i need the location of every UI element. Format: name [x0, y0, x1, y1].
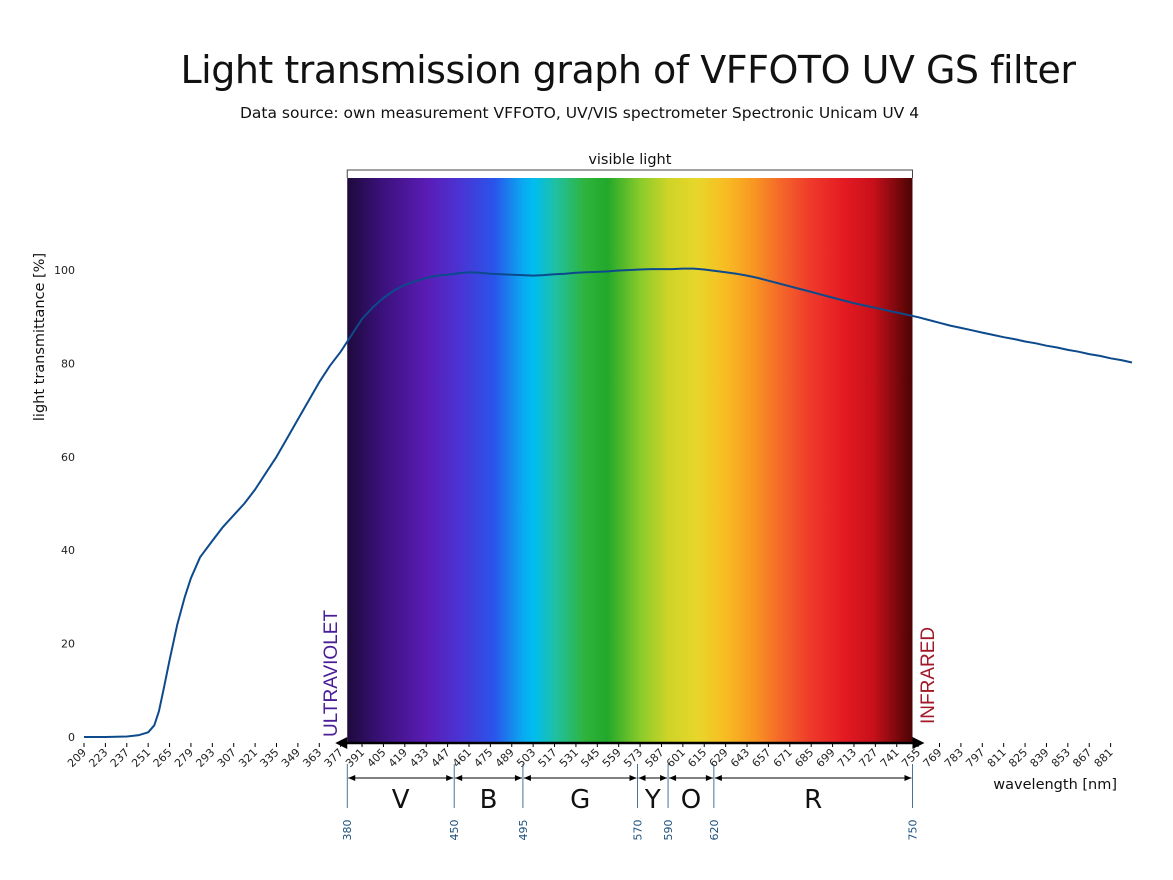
x-tick-label: 741: [878, 746, 902, 770]
band-boundary-label: 750: [906, 820, 919, 841]
x-tick-label: 419: [386, 746, 410, 770]
band-label-b: B: [480, 785, 498, 815]
x-tick-label: 629: [707, 746, 731, 770]
visible-light-bracket: [346, 169, 913, 178]
band-arrow-left: [523, 775, 531, 781]
band-label-g: G: [570, 785, 590, 815]
x-tick-label: 643: [728, 746, 752, 770]
ultraviolet-label: ULTRAVIOLET: [321, 610, 342, 737]
x-tick-label: 671: [771, 746, 795, 770]
band-boundary-label: 570: [631, 820, 644, 841]
band-boundary-label: 590: [662, 820, 675, 841]
x-tick-label: 559: [600, 746, 624, 770]
x-tick-label: 853: [1049, 746, 1073, 770]
x-tick-label: 531: [557, 746, 581, 770]
x-tick-label: 251: [129, 746, 153, 770]
band-arrow-right: [904, 775, 912, 781]
band-boundary-label: 450: [448, 820, 461, 841]
y-tick-label: 60: [61, 451, 75, 464]
x-tick-label: 447: [429, 746, 453, 770]
x-tick-label: 321: [236, 746, 260, 770]
band-label-v: V: [392, 785, 410, 815]
x-tick-label: 265: [151, 746, 175, 770]
x-tick-label: 573: [621, 746, 645, 770]
x-tick-label: 293: [193, 746, 217, 770]
x-tick-label: 657: [749, 746, 773, 770]
band-arrow-left: [348, 775, 356, 781]
y-tick-label: 20: [61, 638, 75, 651]
y-tick-label: 40: [61, 544, 75, 557]
x-tick-label: 391: [343, 746, 367, 770]
band-label-o: O: [681, 785, 701, 815]
x-tick-label: 587: [643, 746, 667, 770]
x-tick-label: 727: [856, 746, 880, 770]
chart-subtitle: Data source: own measurement VFFOTO, UV/…: [240, 104, 920, 122]
band-arrow-right: [514, 775, 522, 781]
x-tick-label: 839: [1028, 746, 1052, 770]
x-tick-label: 545: [578, 746, 602, 770]
x-tick-label: 881: [1092, 746, 1116, 770]
band-boundary-label: 495: [517, 820, 530, 841]
x-tick-label: 307: [215, 746, 239, 770]
band-label-r: R: [804, 785, 822, 815]
x-tick-label: 783: [942, 746, 966, 770]
x-tick-label: 489: [493, 746, 517, 770]
y-tick-label: 100: [54, 264, 75, 277]
band-boundary-label: 620: [708, 820, 721, 841]
x-tick-label: 433: [407, 746, 431, 770]
x-tick-label: 335: [258, 746, 282, 770]
x-tick-label: 349: [279, 746, 303, 770]
x-tick-label: 279: [172, 746, 196, 770]
x-tick-label: 461: [450, 746, 474, 770]
x-tick-label: 405: [365, 746, 389, 770]
x-tick-label: 601: [664, 746, 688, 770]
band-arrow-left: [669, 775, 677, 781]
band-arrow-right: [660, 775, 668, 781]
chart-title: Light transmission graph of VFFOTO UV GS…: [180, 48, 1076, 92]
band-arrow-right: [629, 775, 637, 781]
visible-spectrum-band: [347, 178, 913, 742]
x-axis-arrow-left: [335, 737, 348, 749]
x-tick-label: 699: [814, 746, 838, 770]
band-arrow-right: [705, 775, 713, 781]
band-arrow-left: [455, 775, 463, 781]
visible-light-label: visible light: [588, 152, 671, 168]
band-arrow-left: [638, 775, 646, 781]
y-tick-label: 80: [61, 357, 75, 370]
x-tick-label: 363: [300, 746, 324, 770]
x-tick-label: 797: [963, 746, 987, 770]
y-tick-label: 0: [68, 731, 75, 744]
infrared-label: INFRARED: [918, 627, 939, 724]
x-tick-label: 475: [471, 746, 495, 770]
x-tick-label: 517: [536, 746, 560, 770]
x-tick-label: 769: [921, 746, 945, 770]
x-tick-label: 237: [108, 746, 132, 770]
x-tick-label: 615: [685, 746, 709, 770]
transmission-series-line: [84, 267, 1133, 738]
x-tick-label: 377: [322, 746, 346, 770]
x-tick-label: 223: [86, 746, 110, 770]
y-axis-title: light transmittance [%]: [32, 253, 48, 421]
x-tick-label: 209: [65, 746, 89, 770]
x-tick-label: 811: [985, 746, 1009, 770]
x-tick-label: 503: [514, 746, 538, 770]
band-arrow-left: [714, 775, 722, 781]
x-tick-label: 825: [1006, 746, 1030, 770]
x-tick-label: 755: [899, 746, 923, 770]
x-tick-label: 867: [1070, 746, 1094, 770]
x-tick-label: 713: [835, 746, 859, 770]
x-axis-title: wavelength [nm]: [993, 777, 1117, 793]
band-arrow-right: [446, 775, 454, 781]
x-tick-label: 685: [792, 746, 816, 770]
band-boundary-label: 380: [341, 820, 354, 841]
band-label-y: Y: [644, 785, 661, 815]
